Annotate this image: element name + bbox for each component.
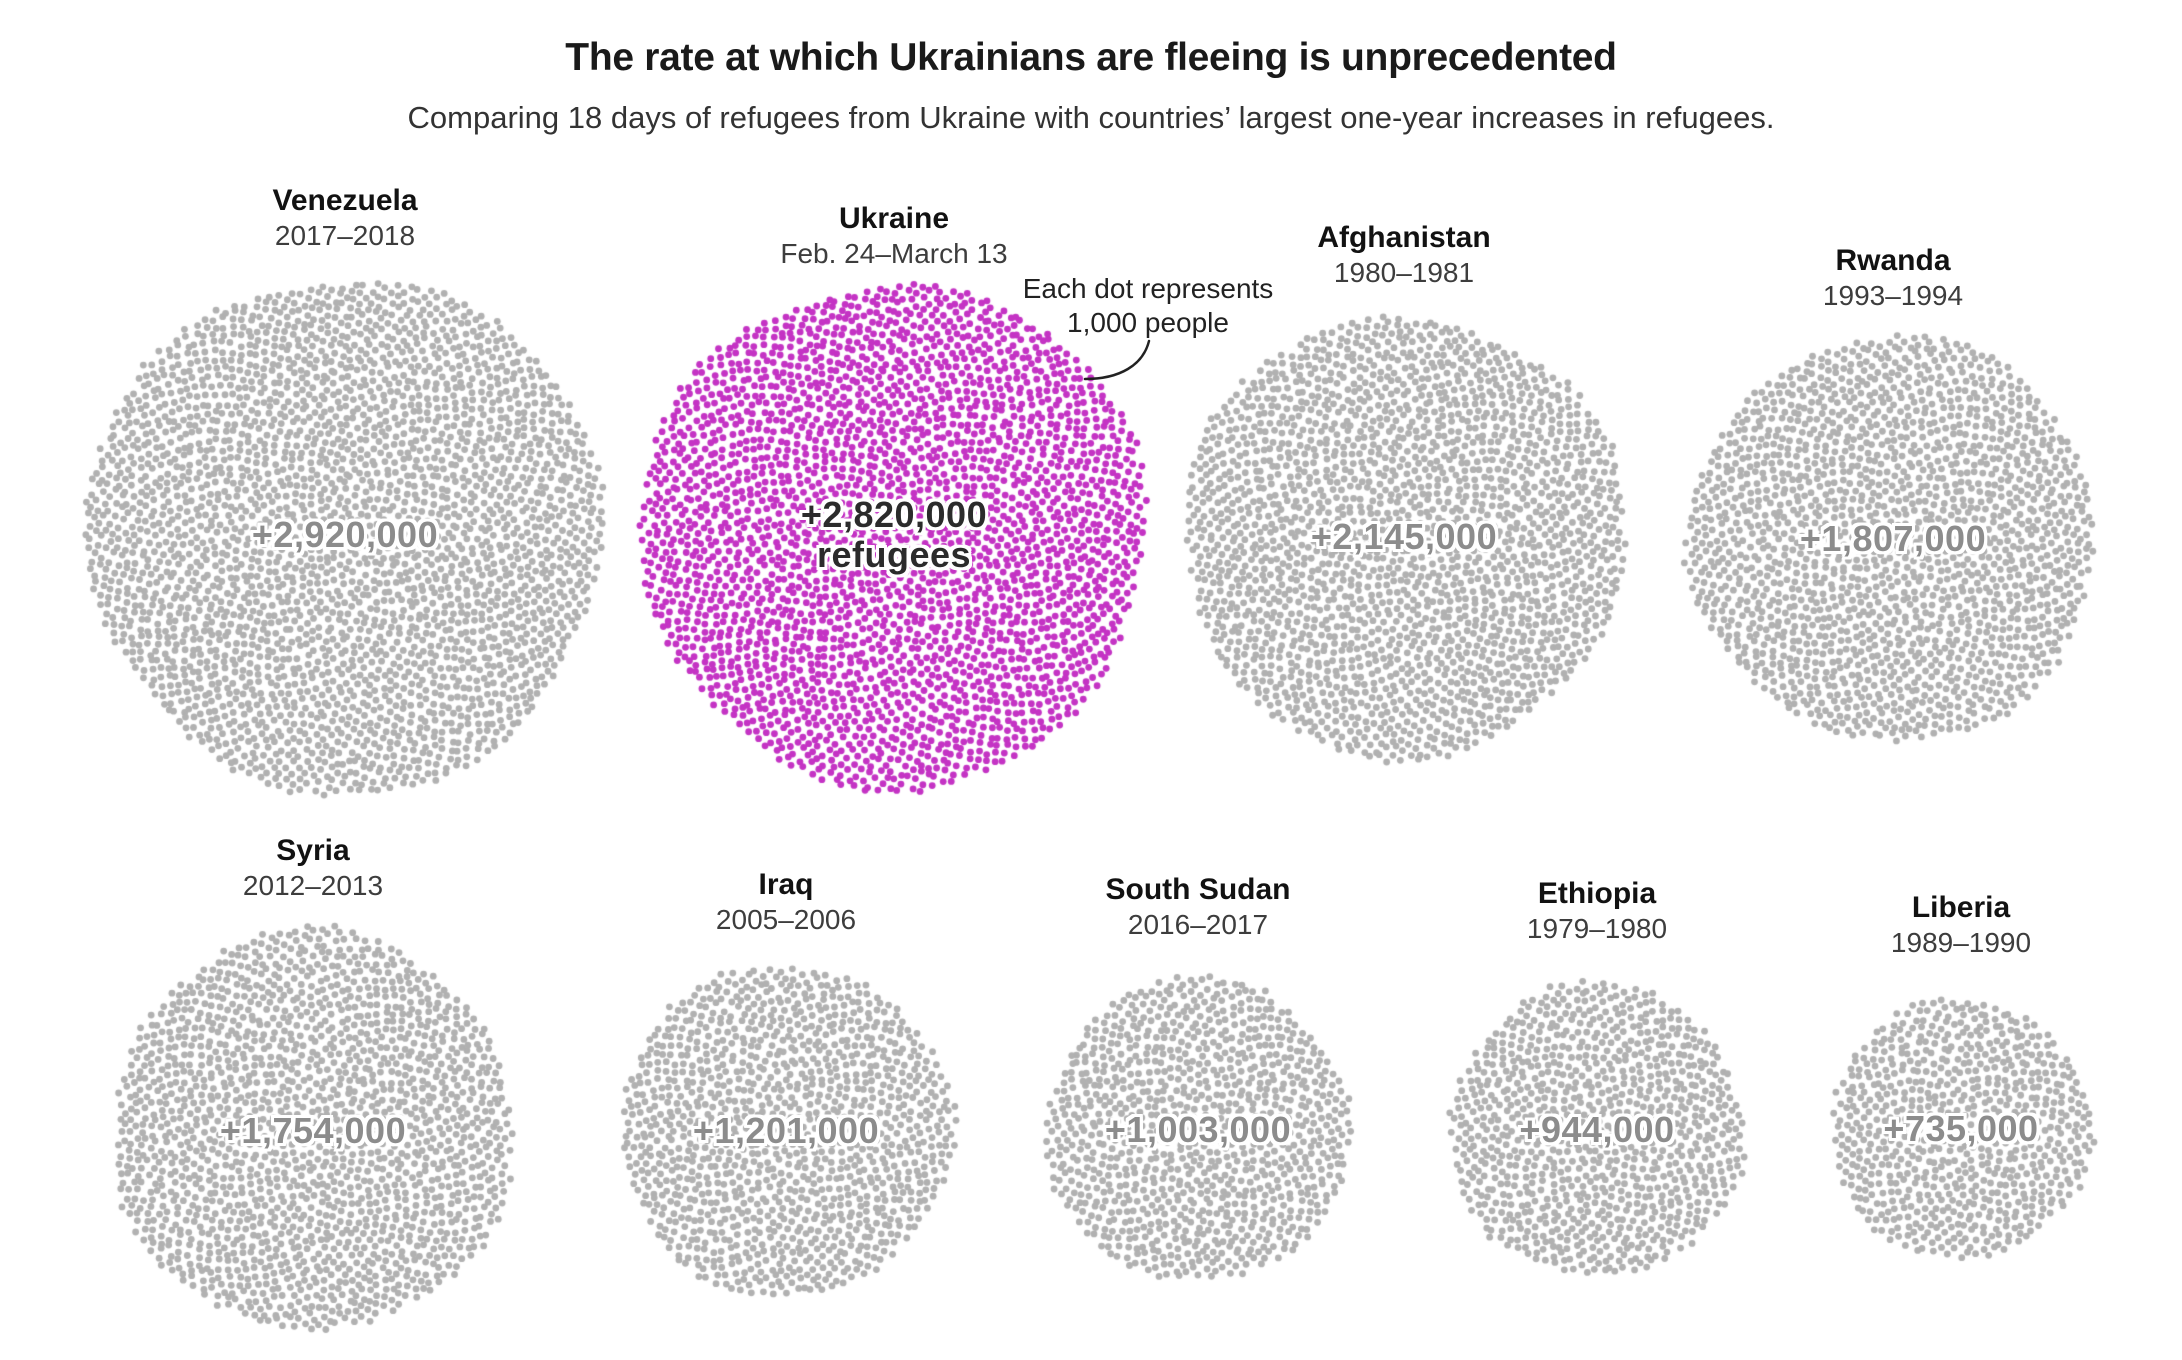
country-label-ethiopia: Ethiopia 1979–1980	[1527, 875, 1667, 946]
country-value-amount: +944,000	[1519, 1109, 1675, 1150]
country-period: 2012–2013	[242, 870, 384, 901]
country-value-unit: refugees	[816, 534, 972, 575]
country-name: South Sudan	[1105, 873, 1291, 906]
country-value-amount: +735,000	[1883, 1108, 2039, 1149]
country-period: 2017–2018	[274, 220, 416, 251]
country-value-south-sudan: +1,003,000	[1105, 1110, 1291, 1150]
country-label-afghanistan: Afghanistan 1980–1981	[1317, 219, 1490, 290]
country-value-amount: +2,820,000	[800, 494, 988, 535]
country-name: Iraq	[758, 868, 814, 901]
country-name: Ethiopia	[1537, 877, 1657, 910]
country-period: 2016–2017	[1127, 909, 1269, 940]
country-value-amount: +2,920,000	[251, 514, 439, 555]
country-value-amount: +1,201,000	[692, 1110, 880, 1151]
country-period: 1989–1990	[1890, 927, 2032, 958]
country-period: 1979–1980	[1526, 913, 1668, 944]
dot-legend: Each dot represents 1,000 people	[1023, 272, 1274, 340]
country-name: Ukraine	[838, 202, 950, 235]
country-period: 1980–1981	[1333, 257, 1475, 288]
country-label-ukraine: Ukraine Feb. 24–March 13	[780, 200, 1007, 271]
country-value-amount: +1,754,000	[219, 1110, 407, 1151]
country-label-venezuela: Venezuela 2017–2018	[272, 182, 417, 253]
country-value-amount: +2,145,000	[1310, 516, 1498, 557]
country-period: 2005–2006	[715, 904, 857, 935]
country-label-liberia: Liberia 1989–1990	[1891, 889, 2031, 960]
country-value-amount: +1,003,000	[1104, 1109, 1292, 1150]
country-value-venezuela: +2,920,000	[252, 515, 438, 555]
country-value-rwanda: +1,807,000	[1800, 519, 1986, 559]
chart-title: The rate at which Ukrainians are fleeing…	[565, 36, 1617, 79]
country-label-syria: Syria 2012–2013	[243, 832, 383, 903]
country-value-ethiopia: +944,000	[1519, 1110, 1674, 1150]
country-label-south-sudan: South Sudan 2016–2017	[1106, 871, 1291, 942]
chart-subtitle: Comparing 18 days of refugees from Ukrai…	[407, 100, 1775, 135]
dot-legend-line2: 1,000 people	[1067, 307, 1229, 338]
country-label-iraq: Iraq 2005–2006	[716, 866, 856, 937]
country-value-liberia: +735,000	[1883, 1109, 2038, 1149]
country-name: Afghanistan	[1317, 221, 1491, 254]
country-value-syria: +1,754,000	[220, 1111, 406, 1151]
country-value-ukraine: +2,820,000 refugees	[801, 495, 987, 575]
country-name: Liberia	[1911, 891, 2011, 924]
country-value-amount: +1,807,000	[1799, 518, 1987, 559]
country-period: Feb. 24–March 13	[780, 238, 1008, 269]
country-name: Venezuela	[272, 184, 418, 217]
country-label-rwanda: Rwanda 1993–1994	[1823, 242, 1963, 313]
dot-legend-line1: Each dot represents	[1022, 273, 1274, 304]
country-period: 1993–1994	[1822, 280, 1964, 311]
country-value-afghanistan: +2,145,000	[1311, 517, 1497, 557]
country-name: Rwanda	[1835, 244, 1951, 277]
country-name: Syria	[276, 834, 350, 867]
country-value-iraq: +1,201,000	[693, 1111, 879, 1151]
